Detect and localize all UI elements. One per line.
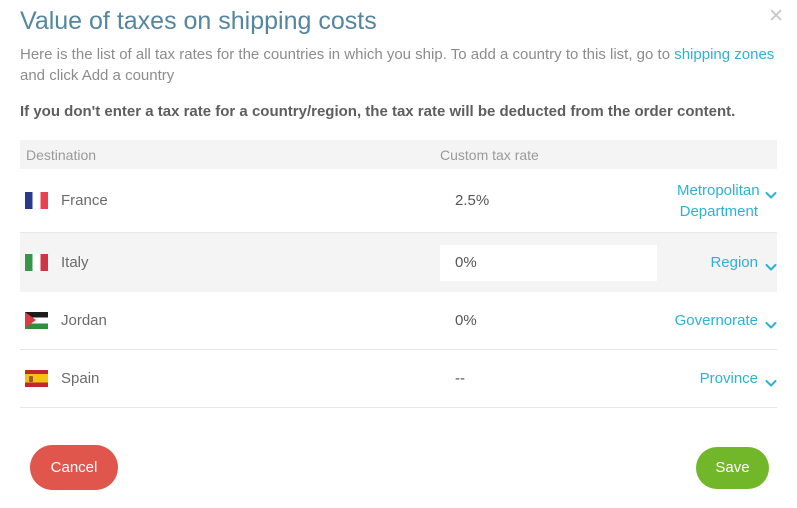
region-selector-spain[interactable]: Province [700, 368, 777, 389]
destination-cell: France [20, 192, 440, 209]
table-row-france: France 2.5% Metropolitan Department [20, 169, 777, 233]
modal-footer: Cancel Save [20, 445, 777, 490]
intro-text: Here is the list of all tax rates for th… [20, 44, 777, 86]
destination-cell: Spain [20, 370, 440, 387]
close-icon: ✕ [768, 6, 784, 27]
jordan-flag-icon [25, 312, 48, 329]
chevron-down-icon [765, 184, 777, 205]
shipping-zones-link[interactable]: shipping zones [674, 46, 775, 63]
cancel-button[interactable]: Cancel [30, 445, 118, 490]
chevron-down-icon [765, 256, 777, 277]
table-header-row: Destination Custom tax rate [20, 140, 777, 169]
region-selector-france[interactable]: Metropolitan Department [677, 180, 777, 222]
tax-rate-input[interactable] [440, 244, 657, 281]
region-selector-label: Province [699, 370, 758, 387]
country-name: Jordan [61, 312, 107, 329]
tax-rate-value: -- [455, 370, 465, 387]
italy-flag-icon [25, 254, 48, 271]
column-header-destination: Destination [26, 146, 97, 163]
table-row-jordan: Jordan 0% Governorate [20, 292, 777, 350]
france-flag-icon [25, 192, 48, 209]
column-header-custom-tax-rate: Custom tax rate [440, 146, 539, 163]
intro-before-link: Here is the list of all tax rates for th… [20, 46, 675, 63]
region-selector-label: Governorate [674, 312, 758, 329]
intro-after-link: and click Add a country [20, 67, 175, 84]
region-selector-italy[interactable]: Region [710, 252, 777, 273]
table-row-italy: Italy Region [20, 233, 777, 292]
chevron-down-icon [765, 372, 777, 393]
close-button[interactable]: ✕ [768, 7, 784, 27]
region-selector-jordan[interactable]: Governorate [675, 310, 777, 331]
save-button[interactable]: Save [696, 446, 769, 489]
destination-cell: Jordan [20, 312, 440, 329]
country-name: Italy [61, 254, 89, 271]
country-name: Spain [61, 370, 100, 387]
region-selector-label: Region [710, 254, 758, 271]
country-name: France [61, 192, 108, 209]
modal-title: Value of taxes on shipping costs [20, 7, 377, 35]
destination-cell: Italy [20, 254, 440, 271]
tax-rates-table: Destination Custom tax rate France 2.5% … [20, 140, 777, 408]
table-row-spain: Spain -- Province [20, 350, 777, 408]
spain-flag-icon [25, 370, 48, 387]
tax-rate-value: 2.5% [455, 192, 490, 209]
region-selector-label: Metropolitan Department [677, 181, 760, 220]
tax-rate-value: 0% [455, 312, 477, 329]
tax-note: If you don't enter a tax rate for a coun… [20, 103, 736, 120]
chevron-down-icon [765, 314, 777, 335]
